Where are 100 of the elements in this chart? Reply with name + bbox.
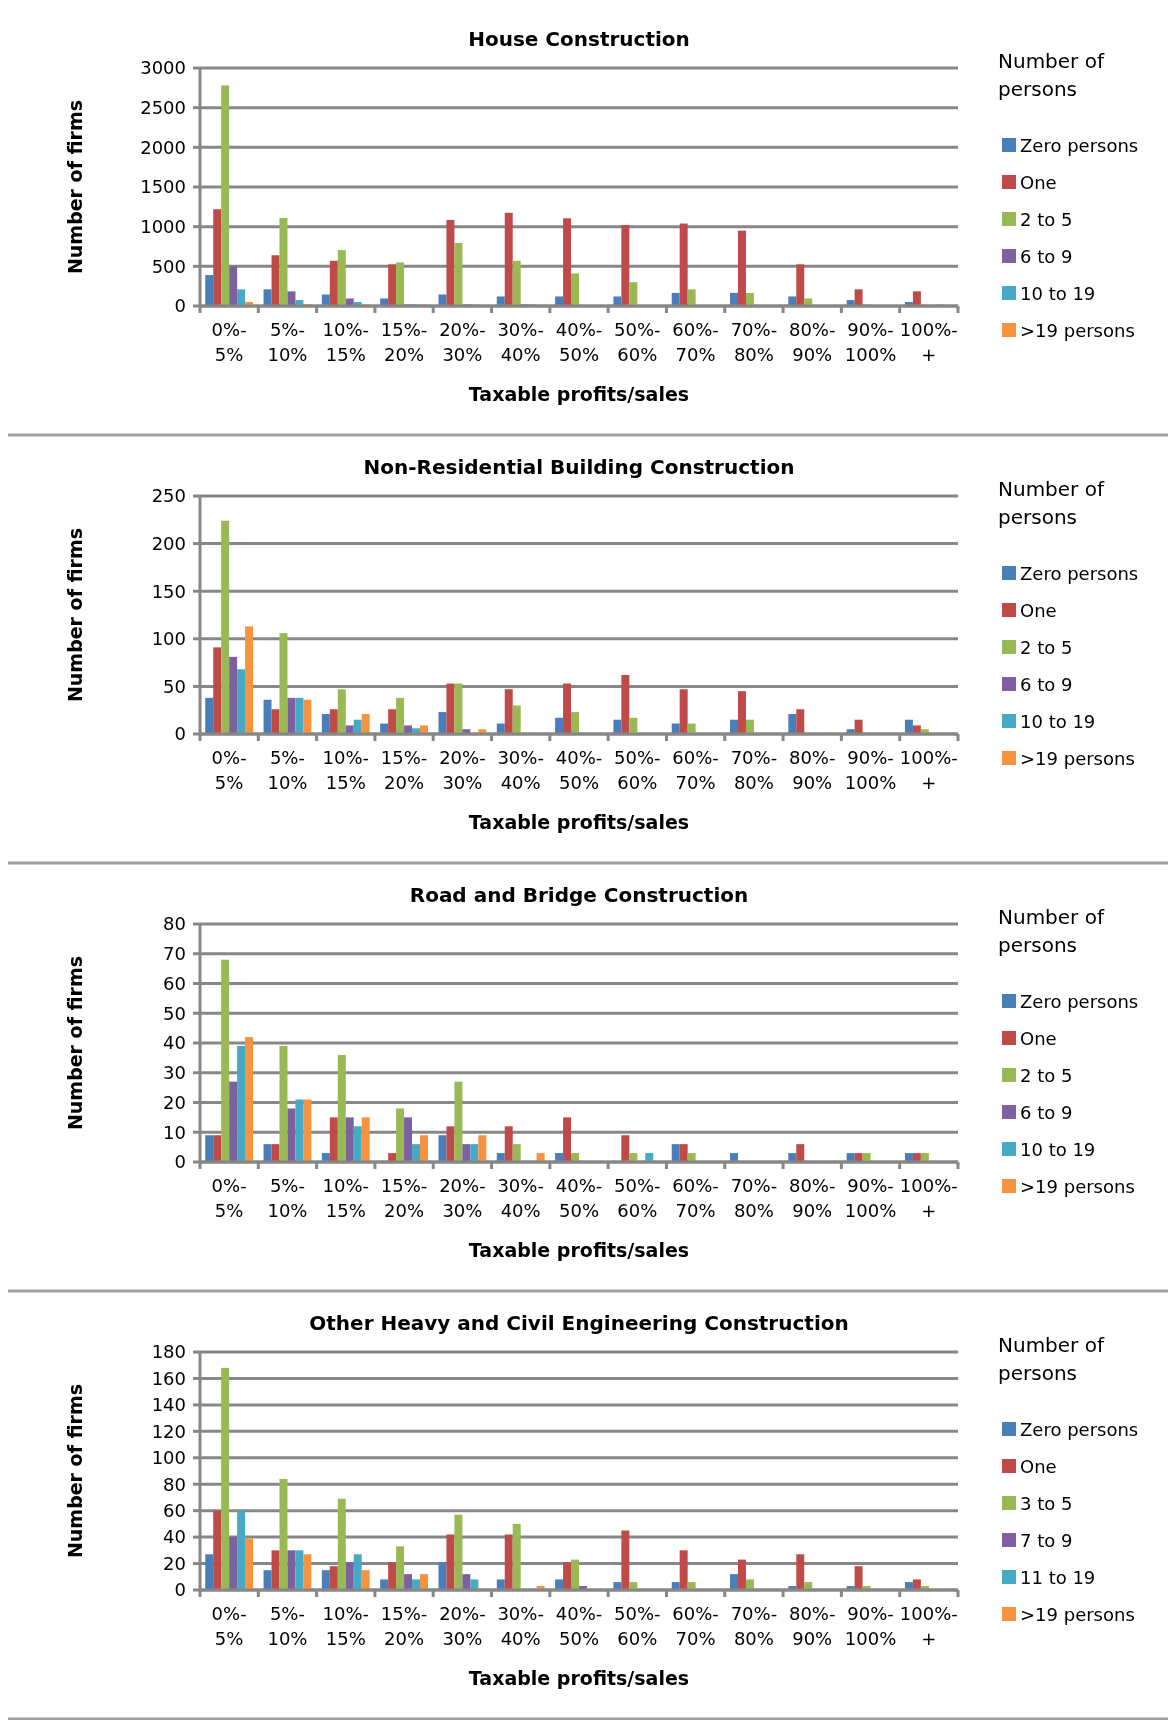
- y-tick-label: 500: [151, 255, 186, 277]
- x-tick-label: 100%- +: [899, 1603, 958, 1649]
- x-tick-label: 70%- 80%: [730, 1175, 778, 1221]
- x-tick-label: 90%- 100%: [844, 319, 897, 365]
- y-tick-label: 80: [163, 913, 186, 935]
- y-tick-label: 160: [151, 1367, 186, 1389]
- x-tick-label: 10%- 15%: [322, 1603, 370, 1649]
- x-tick-label: 50%- 60%: [614, 747, 661, 793]
- x-tick-label: 0%- 5%: [211, 319, 247, 365]
- x-tick-label: 40%- 50%: [555, 747, 603, 793]
- legend-label: >19 persons: [1020, 748, 1135, 770]
- chart-title: Road and Bridge Construction: [409, 883, 749, 907]
- y-tick-label: 40: [163, 1032, 186, 1054]
- x-tick-label: 20%- 30%: [439, 747, 486, 793]
- x-tick-label: 20%- 30%: [439, 1175, 486, 1221]
- x-tick-label: 15%- 20%: [380, 747, 428, 793]
- legend-label: 10 to 19: [1020, 1139, 1096, 1161]
- legend-label: 2 to 5: [1020, 209, 1073, 231]
- x-tick-label: 70%- 80%: [730, 319, 778, 365]
- x-tick-label: 70%- 80%: [730, 747, 778, 793]
- x-tick-label: 90%- 100%: [844, 1603, 897, 1649]
- x-tick-label: 15%- 20%: [380, 1175, 428, 1221]
- x-tick-label: 10%- 15%: [322, 747, 370, 793]
- legend-label: One: [1020, 1028, 1057, 1050]
- x-tick-label: 70%- 80%: [730, 1603, 778, 1649]
- y-tick-label: 0: [174, 723, 186, 745]
- y-tick-label: 100: [151, 628, 186, 650]
- chart-title: Non-Residential Building Construction: [363, 455, 795, 479]
- x-tick-label: 100%- +: [899, 747, 958, 793]
- legend-label: One: [1020, 1456, 1057, 1478]
- x-tick-label: 100%- +: [899, 319, 958, 365]
- x-tick-label: 40%- 50%: [555, 1603, 603, 1649]
- x-axis-title: Taxable profits/sales: [468, 383, 690, 405]
- y-tick-label: 1500: [140, 176, 186, 198]
- x-tick-label: 60%- 70%: [672, 747, 719, 793]
- x-tick-label: 0%- 5%: [211, 1603, 247, 1649]
- y-axis-title: Number of firms: [64, 99, 86, 275]
- x-tick-label: 15%- 20%: [380, 319, 428, 365]
- y-tick-label: 150: [151, 580, 186, 602]
- x-tick-label: 30%- 40%: [497, 1603, 544, 1649]
- x-tick-label: 30%- 40%: [497, 747, 544, 793]
- x-tick-label: 5%- 10%: [267, 747, 308, 793]
- legend-label: 11 to 19: [1020, 1567, 1096, 1589]
- x-tick-label: 50%- 60%: [614, 1175, 661, 1221]
- x-tick-label: 80%- 90%: [788, 747, 836, 793]
- x-tick-label: 5%- 10%: [267, 319, 308, 365]
- legend-title: Number of persons: [998, 49, 1105, 101]
- legend-label: Zero persons: [1020, 563, 1139, 585]
- y-axis-title: Number of firms: [64, 1383, 86, 1559]
- y-tick-label: 40: [163, 1526, 186, 1548]
- y-tick-label: 80: [163, 1473, 186, 1495]
- x-tick-label: 30%- 40%: [497, 1175, 544, 1221]
- legend-label: Zero persons: [1020, 1419, 1139, 1441]
- x-tick-label: 0%- 5%: [211, 1175, 247, 1221]
- y-axis-title: Number of firms: [64, 527, 86, 703]
- x-tick-label: 0%- 5%: [211, 747, 247, 793]
- y-tick-label: 200: [151, 532, 186, 554]
- y-tick-label: 1000: [140, 215, 186, 237]
- x-tick-label: 60%- 70%: [672, 1603, 719, 1649]
- x-tick-label: 10%- 15%: [322, 319, 370, 365]
- legend-label: One: [1020, 600, 1057, 622]
- legend-label: 2 to 5: [1020, 637, 1073, 659]
- legend-label: 7 to 9: [1020, 1530, 1073, 1552]
- x-tick-label: 50%- 60%: [614, 1603, 661, 1649]
- y-tick-label: 10: [163, 1121, 186, 1143]
- y-tick-label: 0: [174, 1579, 186, 1601]
- x-tick-label: 80%- 90%: [788, 1603, 836, 1649]
- x-tick-label: 5%- 10%: [267, 1175, 308, 1221]
- x-tick-label: 50%- 60%: [614, 319, 661, 365]
- x-tick-label: 5%- 10%: [267, 1603, 308, 1649]
- y-tick-label: 60: [163, 972, 186, 994]
- x-tick-label: 15%- 20%: [380, 1603, 428, 1649]
- legend-title: Number of persons: [998, 477, 1105, 529]
- y-tick-label: 20: [163, 1552, 186, 1574]
- chart-title: Other Heavy and Civil Engineering Construction: [309, 1311, 849, 1335]
- legend-label: 6 to 9: [1020, 1102, 1073, 1124]
- y-tick-label: 250: [151, 485, 186, 507]
- y-tick-label: 70: [163, 943, 186, 965]
- legend-title: Number of persons: [998, 1333, 1105, 1385]
- chart-title: House Construction: [468, 27, 690, 51]
- legend-label: >19 persons: [1020, 1176, 1135, 1198]
- legend-label: 10 to 19: [1020, 711, 1096, 733]
- legend-label: 3 to 5: [1020, 1493, 1073, 1515]
- x-tick-label: 100%- +: [899, 1175, 958, 1221]
- y-tick-label: 2500: [140, 96, 186, 118]
- y-tick-label: 140: [151, 1394, 186, 1416]
- y-tick-label: 50: [163, 675, 186, 697]
- y-tick-label: 180: [151, 1341, 186, 1363]
- y-tick-label: 0: [174, 1151, 186, 1173]
- x-tick-label: 60%- 70%: [672, 319, 719, 365]
- x-tick-label: 80%- 90%: [788, 319, 836, 365]
- legend-label: 6 to 9: [1020, 246, 1073, 268]
- legend-label: 2 to 5: [1020, 1065, 1073, 1087]
- y-tick-label: 50: [163, 1002, 186, 1024]
- legend-label: >19 persons: [1020, 320, 1135, 342]
- x-tick-label: 20%- 30%: [439, 319, 486, 365]
- x-tick-label: 80%- 90%: [788, 1175, 836, 1221]
- y-tick-label: 2000: [140, 136, 186, 158]
- y-tick-label: 100: [151, 1447, 186, 1469]
- legend-label: Zero persons: [1020, 135, 1139, 157]
